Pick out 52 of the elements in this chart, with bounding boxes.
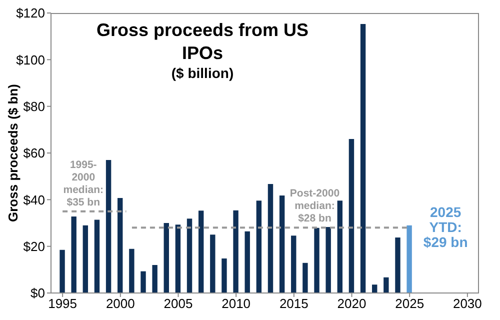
bar xyxy=(106,160,112,293)
x-tick-label: 2010 xyxy=(222,296,251,312)
bar xyxy=(279,195,285,293)
bar xyxy=(268,184,274,293)
bar xyxy=(348,139,354,293)
x-tick-label: 2005 xyxy=(164,296,193,312)
bar xyxy=(244,231,250,293)
bar xyxy=(186,218,192,293)
text: ($ billion) xyxy=(170,65,235,82)
y-tick-label: $20 xyxy=(23,238,45,254)
annotation: 1995- 2000 median: $35 bn xyxy=(63,158,104,208)
bar xyxy=(314,228,320,293)
bar xyxy=(233,210,238,293)
bar xyxy=(152,265,158,293)
bar xyxy=(384,277,389,293)
y-tick-label: $100 xyxy=(16,52,45,68)
x-tick-label: 2020 xyxy=(337,296,366,312)
annotation: 2025 YTD: $29 bn xyxy=(423,204,468,250)
bar xyxy=(337,200,343,293)
y-tick-label: $60 xyxy=(23,146,45,161)
bar xyxy=(222,258,227,293)
x-tick-label: 2015 xyxy=(279,296,308,312)
y-tick-label: $80 xyxy=(23,98,45,114)
text: Gross proceeds from US IPOs xyxy=(95,19,310,65)
bar xyxy=(175,224,181,293)
x-tick-label: 1995 xyxy=(48,296,78,312)
y-tick-label: $0 xyxy=(30,286,45,301)
y-tick-label: $40 xyxy=(23,192,45,208)
bar xyxy=(140,271,146,293)
x-tick-label: 2000 xyxy=(106,296,135,312)
bar xyxy=(164,223,169,293)
y-axis-title: Gross proceeds ($ bn) xyxy=(5,84,20,222)
x-tick-label: 2030 xyxy=(452,296,482,312)
bar xyxy=(360,24,366,293)
bar xyxy=(302,262,308,293)
bar xyxy=(198,210,204,293)
bar xyxy=(71,216,76,293)
bar xyxy=(326,226,331,293)
bar xyxy=(395,237,400,293)
bar xyxy=(118,198,123,293)
bar xyxy=(94,220,100,293)
y-tick-label: $120 xyxy=(16,6,45,21)
bar xyxy=(406,225,412,293)
bar xyxy=(372,284,378,293)
bar xyxy=(129,248,134,293)
bar xyxy=(291,236,296,293)
annotation: Post-2000 median: $28 bn xyxy=(290,188,340,225)
bar xyxy=(60,250,65,293)
bar xyxy=(82,225,88,293)
bar xyxy=(256,200,262,293)
bar xyxy=(210,234,216,293)
x-tick-label: 2025 xyxy=(395,296,424,312)
